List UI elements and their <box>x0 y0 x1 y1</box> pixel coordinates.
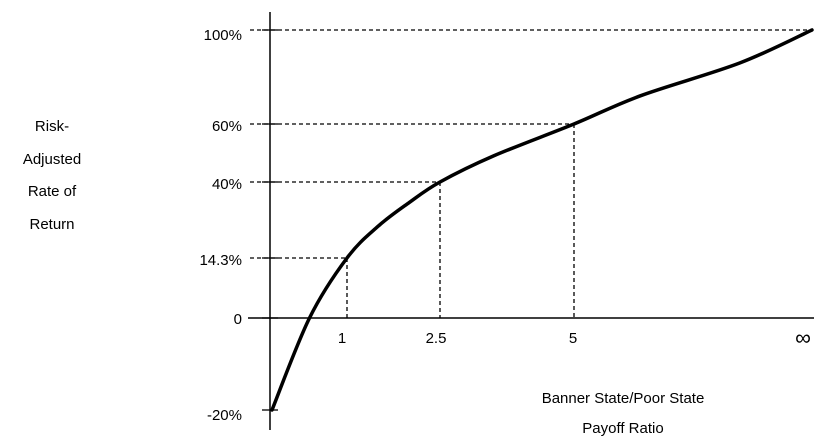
x-tick-label: 1 <box>338 330 346 347</box>
return-curve <box>270 28 814 412</box>
y-tick-label: -20% <box>207 407 242 424</box>
x-tick-label: 2.5 <box>426 330 447 347</box>
y-tick-label: 14.3% <box>199 252 242 269</box>
y-tick-label: 60% <box>212 118 242 135</box>
x-axis-title-line: Payoff Ratio <box>582 420 663 437</box>
y-axis-title-line: Rate of <box>28 183 77 200</box>
x-axis-title: Banner State/Poor State Payoff Ratio <box>542 390 705 437</box>
x-axis-title-line: Banner State/Poor State <box>542 390 705 407</box>
y-tick-label: 0 <box>234 311 242 328</box>
guide-lines <box>250 29 812 318</box>
x-tick-label: ∞ <box>795 325 811 350</box>
x-tick-label: 5 <box>569 330 577 347</box>
y-tick-label: 100% <box>204 27 242 44</box>
y-tick-label: 40% <box>212 176 242 193</box>
x-tick-labels: 1 2.5 5 ∞ <box>338 325 811 350</box>
y-axis-title-line: Return <box>29 216 74 233</box>
y-axis-title: Risk- Adjusted Rate of Return <box>23 118 81 233</box>
y-tick-labels: 100% 60% 40% 14.3% 0 -20% <box>199 27 242 424</box>
y-axis-title-line: Adjusted <box>23 151 81 168</box>
y-axis-title-line: Risk- <box>35 118 69 135</box>
